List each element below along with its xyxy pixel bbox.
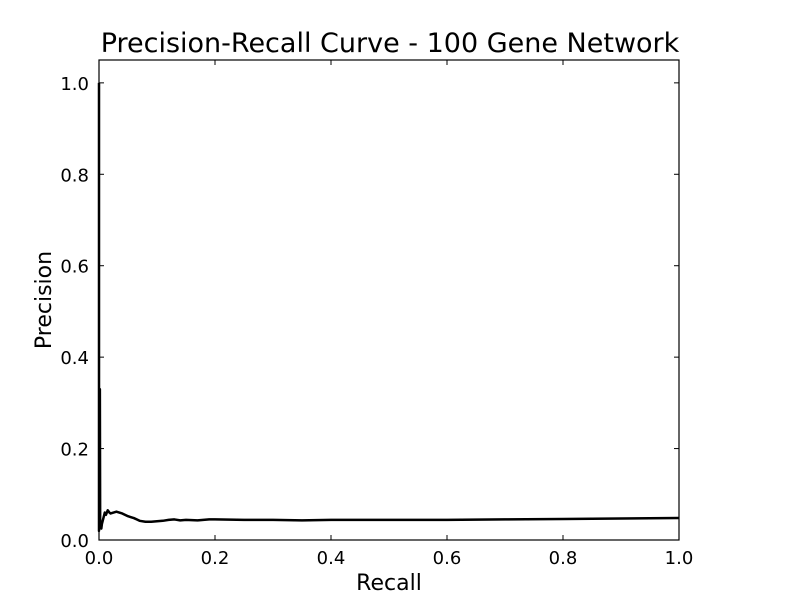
chart-title: Precision-Recall Curve - 100 Gene Networ…: [101, 28, 680, 59]
y-tick-label: 0.0: [60, 531, 89, 552]
y-tick-label: 1.0: [60, 74, 89, 95]
y-tick-label: 0.8: [60, 165, 89, 186]
x-axis-label: Recall: [356, 571, 422, 596]
y-axis-label: Precision: [32, 251, 57, 349]
x-tick-label: 1.0: [665, 548, 694, 569]
x-tick-label: 0.2: [201, 548, 230, 569]
x-tick-label: 0.4: [317, 548, 346, 569]
y-tick-label: 0.4: [60, 348, 89, 369]
x-axis-ticks: 0.0 0.2 0.4 0.6 0.8 1.0: [85, 60, 694, 569]
x-tick-label: 0.6: [433, 548, 462, 569]
y-tick-label: 0.6: [60, 257, 89, 278]
y-tick-label: 0.2: [60, 440, 89, 461]
precision-recall-line: [97, 82, 680, 533]
x-tick-label: 0.8: [549, 548, 578, 569]
x-tick-label: 0.0: [85, 548, 114, 569]
plot-area-frame: [98, 59, 680, 541]
